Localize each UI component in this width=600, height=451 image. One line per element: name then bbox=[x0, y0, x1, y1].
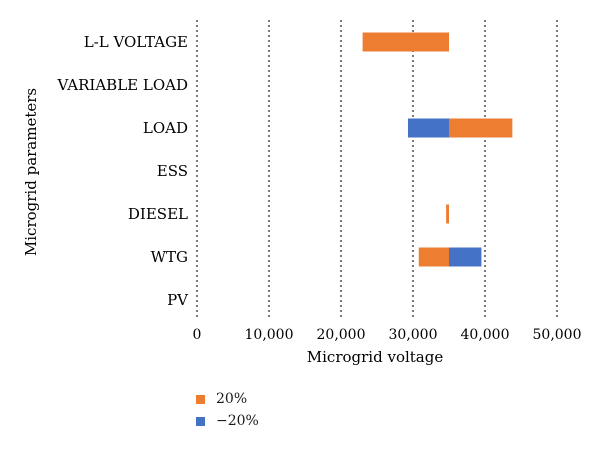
y-axis-title: Microgrid parameters bbox=[22, 88, 40, 256]
legend: 20% −20% bbox=[196, 388, 259, 432]
bar bbox=[362, 32, 449, 52]
x-tick-label: 20,000 bbox=[317, 327, 366, 343]
bar bbox=[407, 118, 449, 138]
x-tick-label: 10,000 bbox=[245, 327, 294, 343]
bar bbox=[418, 247, 449, 267]
category-label: LOAD bbox=[143, 119, 188, 137]
legend-item-minus-20pct: −20% bbox=[196, 410, 259, 432]
bars bbox=[362, 32, 513, 267]
legend-label: −20% bbox=[216, 413, 259, 429]
x-tick-labels: 0 10,000 20,000 30,000 40,000 50,000 bbox=[193, 327, 582, 343]
gridlines bbox=[196, 20, 558, 318]
category-label: DIESEL bbox=[128, 205, 188, 223]
bar bbox=[449, 247, 482, 267]
legend-swatch bbox=[196, 416, 205, 426]
bar bbox=[446, 204, 449, 224]
legend-swatch bbox=[196, 394, 205, 404]
category-label: PV bbox=[167, 291, 189, 309]
x-tick-label: 50,000 bbox=[533, 327, 582, 343]
legend-label: 20% bbox=[216, 391, 248, 407]
category-label: WTG bbox=[151, 248, 188, 266]
legend-item-20pct: 20% bbox=[196, 388, 259, 410]
category-labels: L-L VOLTAGE VARIABLE LOAD LOAD ESS DIESEL WTG… bbox=[56, 33, 189, 309]
category-label: ESS bbox=[157, 162, 188, 180]
category-label: VARIABLE LOAD bbox=[56, 76, 188, 94]
x-tick-label: 0 bbox=[193, 327, 202, 343]
x-tick-label: 30,000 bbox=[389, 327, 438, 343]
x-axis-title: Microgrid voltage bbox=[307, 348, 444, 366]
bar bbox=[449, 118, 513, 138]
x-tick-label: 40,000 bbox=[461, 327, 510, 343]
category-label: L-L VOLTAGE bbox=[84, 33, 188, 51]
